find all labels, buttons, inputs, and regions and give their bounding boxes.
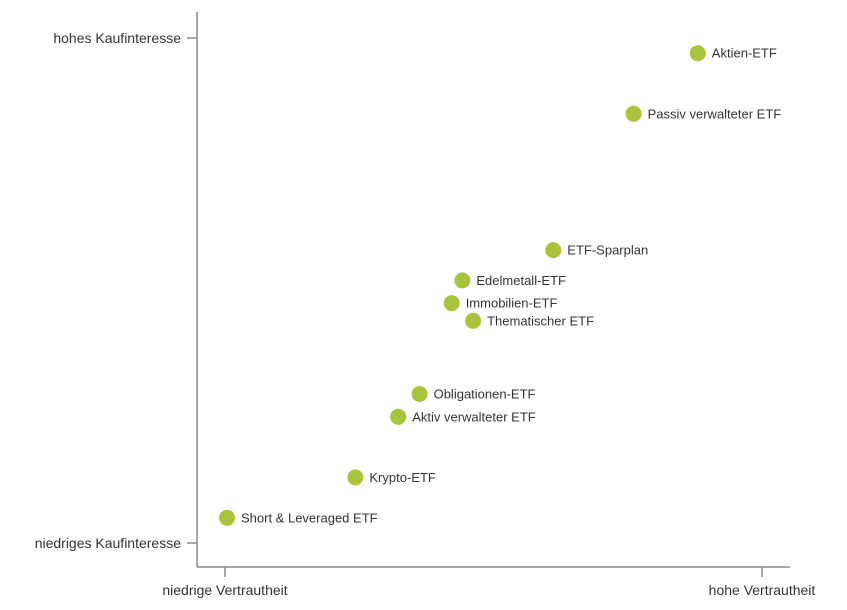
data-point-0 — [689, 45, 706, 62]
data-point-label-1: Passiv verwalteter ETF — [648, 106, 782, 121]
data-point-4 — [443, 295, 460, 312]
data-point-label-6: Obligationen-ETF — [434, 387, 536, 402]
data-point-label-4: Immobilien-ETF — [466, 296, 558, 311]
data-point-label-5: Thematischer ETF — [487, 313, 594, 328]
data-point-label-3: Edelmetall-ETF — [476, 273, 566, 288]
data-point-8 — [347, 469, 364, 486]
data-point-3 — [454, 272, 471, 289]
data-point-2 — [545, 242, 562, 259]
x-axis-high-label: hohe Vertrautheit — [709, 582, 816, 598]
data-point-6 — [411, 386, 428, 402]
data-point-7 — [390, 408, 407, 425]
y-axis-high-label: hohes Kaufinteresse — [53, 30, 181, 46]
data-point-9 — [219, 509, 235, 526]
data-point-label-2: ETF-Sparplan — [567, 243, 648, 258]
y-axis-low-label: niedriges Kaufinteresse — [35, 535, 182, 551]
data-point-label-8: Krypto-ETF — [369, 470, 436, 485]
data-points: Aktien-ETF Passiv verwalteter ETF ETF-Spar… — [219, 45, 781, 526]
data-point-label-9: Short & Leveraged ETF — [241, 510, 378, 525]
data-point-label-0: Aktien-ETF — [712, 46, 777, 61]
x-axis-low-label: niedrige Vertrautheit — [162, 582, 287, 598]
data-point-1 — [625, 105, 642, 122]
data-point-5 — [465, 312, 482, 329]
data-point-label-7: Aktiv verwalteter ETF — [412, 409, 536, 424]
